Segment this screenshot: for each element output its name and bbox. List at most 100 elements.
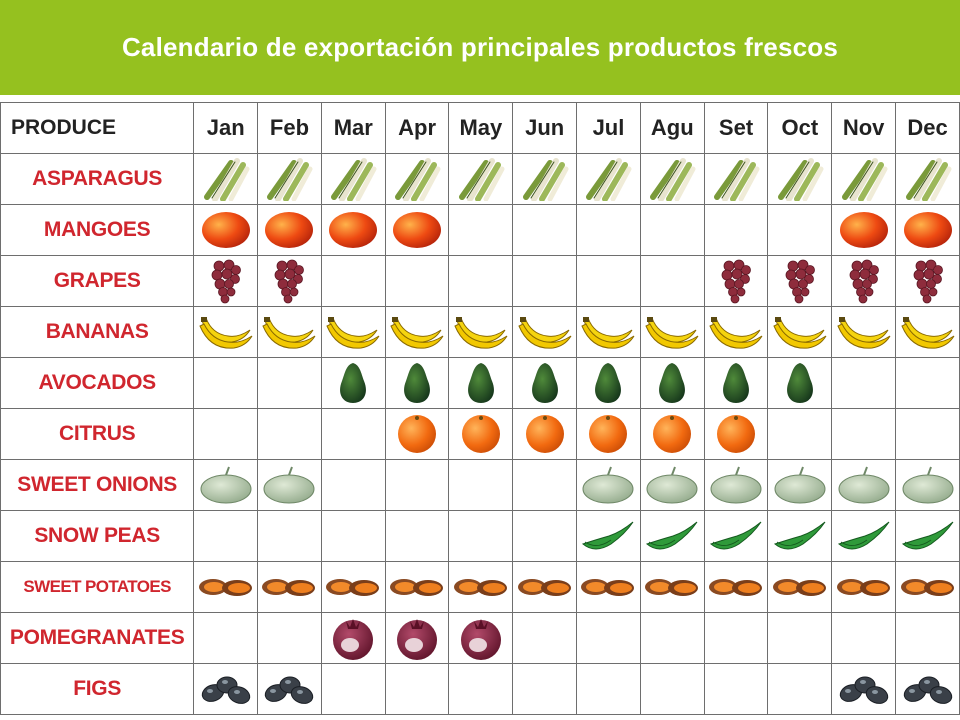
month-cell-jan xyxy=(193,561,259,613)
avocado-icon xyxy=(514,361,576,405)
month-cell-jul xyxy=(576,306,641,358)
month-cell-may xyxy=(448,510,514,562)
month-cell-jul xyxy=(576,204,641,256)
month-cell-mar xyxy=(320,255,386,307)
month-cell-jan xyxy=(193,357,259,409)
grapes-icon xyxy=(769,258,831,304)
month-cell-oct xyxy=(767,561,833,613)
month-cell-nov xyxy=(831,204,897,256)
month-cell-oct xyxy=(767,459,833,511)
sweet-onion-icon xyxy=(897,465,959,505)
produce-name: BANANAS xyxy=(0,306,195,358)
mango-icon xyxy=(195,210,257,250)
sweet-onion-icon xyxy=(705,465,767,505)
asparagus-icon xyxy=(322,157,384,201)
bananas-icon xyxy=(322,312,384,352)
bananas-icon xyxy=(641,312,703,352)
month-header-jul: Jul xyxy=(576,102,641,154)
month-cell-jun xyxy=(512,459,578,511)
month-cell-mar xyxy=(320,561,386,613)
produce-name: SWEET POTATOES xyxy=(0,561,195,613)
avocado-icon xyxy=(322,361,384,405)
month-cell-jun xyxy=(512,255,578,307)
produce-name: AVOCADOS xyxy=(0,357,195,409)
month-cell-agu xyxy=(639,306,705,358)
month-cell-apr xyxy=(384,357,450,409)
bananas-icon xyxy=(195,312,257,352)
month-cell-jun xyxy=(512,561,578,613)
grapes-icon xyxy=(259,258,321,304)
month-cell-set xyxy=(703,408,769,460)
sweet-onion-icon xyxy=(769,465,831,505)
month-cell-jan xyxy=(193,408,259,460)
month-cell-agu xyxy=(639,153,705,205)
header-row: PRODUCE Jan Feb Mar Apr May Jun Jul Agu Set Oct No… xyxy=(0,102,960,154)
month-cell-oct xyxy=(767,204,833,256)
month-cell-feb xyxy=(257,510,322,562)
month-cell-feb xyxy=(257,153,322,205)
produce-name: MANGOES xyxy=(0,204,195,256)
sweet-onion-icon xyxy=(833,465,895,505)
month-cell-agu xyxy=(639,408,705,460)
month-cell-feb xyxy=(257,357,322,409)
month-cell-dec xyxy=(895,153,960,205)
month-cell-jan xyxy=(193,612,259,664)
month-cell-set xyxy=(703,459,769,511)
month-cell-mar xyxy=(320,663,386,715)
month-cell-dec xyxy=(895,663,960,715)
sweet-potato-icon xyxy=(641,574,703,600)
month-cell-may xyxy=(448,357,514,409)
month-cell-set xyxy=(703,561,769,613)
produce-name: ASPARAGUS xyxy=(0,153,195,205)
month-header-oct: Oct xyxy=(767,102,833,154)
month-cell-mar xyxy=(320,459,386,511)
month-header-may: May xyxy=(448,102,514,154)
produce-row-figs: FIGS xyxy=(0,663,960,715)
month-cell-may xyxy=(448,306,514,358)
month-cell-dec xyxy=(895,408,960,460)
month-cell-dec xyxy=(895,459,960,511)
bananas-icon xyxy=(578,312,640,352)
sweet-potato-icon xyxy=(514,574,576,600)
month-cell-set xyxy=(703,663,769,715)
month-cell-jan xyxy=(193,306,259,358)
month-cell-apr xyxy=(384,153,450,205)
month-header-nov: Nov xyxy=(831,102,897,154)
month-cell-nov xyxy=(831,357,897,409)
title-banner xyxy=(0,0,960,95)
month-cell-nov xyxy=(831,153,897,205)
sweet-onion-icon xyxy=(578,465,640,505)
fig-icon xyxy=(259,671,321,707)
month-cell-may xyxy=(448,612,514,664)
month-cell-feb xyxy=(257,408,322,460)
produce-name: CITRUS xyxy=(0,408,195,460)
month-cell-agu xyxy=(639,510,705,562)
bananas-icon xyxy=(386,312,448,352)
month-cell-nov xyxy=(831,561,897,613)
produce-row-avocados: AVOCADOS xyxy=(0,357,960,409)
month-cell-jul xyxy=(576,459,641,511)
month-cell-may xyxy=(448,153,514,205)
sweet-potato-icon xyxy=(769,574,831,600)
produce-name: SNOW PEAS xyxy=(0,510,195,562)
month-cell-jul xyxy=(576,408,641,460)
asparagus-icon xyxy=(514,157,576,201)
citrus-icon xyxy=(578,412,640,456)
bananas-icon xyxy=(450,312,512,352)
sweet-potato-icon xyxy=(450,574,512,600)
month-header-mar: Mar xyxy=(320,102,386,154)
month-cell-apr xyxy=(384,459,450,511)
sweet-onion-icon xyxy=(641,465,703,505)
month-cell-jan xyxy=(193,255,259,307)
sweet-onion-icon xyxy=(259,465,321,505)
asparagus-icon xyxy=(833,157,895,201)
month-cell-oct xyxy=(767,255,833,307)
month-cell-nov xyxy=(831,306,897,358)
month-cell-dec xyxy=(895,306,960,358)
month-cell-jun xyxy=(512,612,578,664)
month-cell-jan xyxy=(193,663,259,715)
month-cell-jul xyxy=(576,255,641,307)
produce-column-header: PRODUCE xyxy=(0,102,195,154)
month-header-jan: Jan xyxy=(193,102,259,154)
produce-row-sweet-onions: SWEET ONIONS xyxy=(0,459,960,511)
